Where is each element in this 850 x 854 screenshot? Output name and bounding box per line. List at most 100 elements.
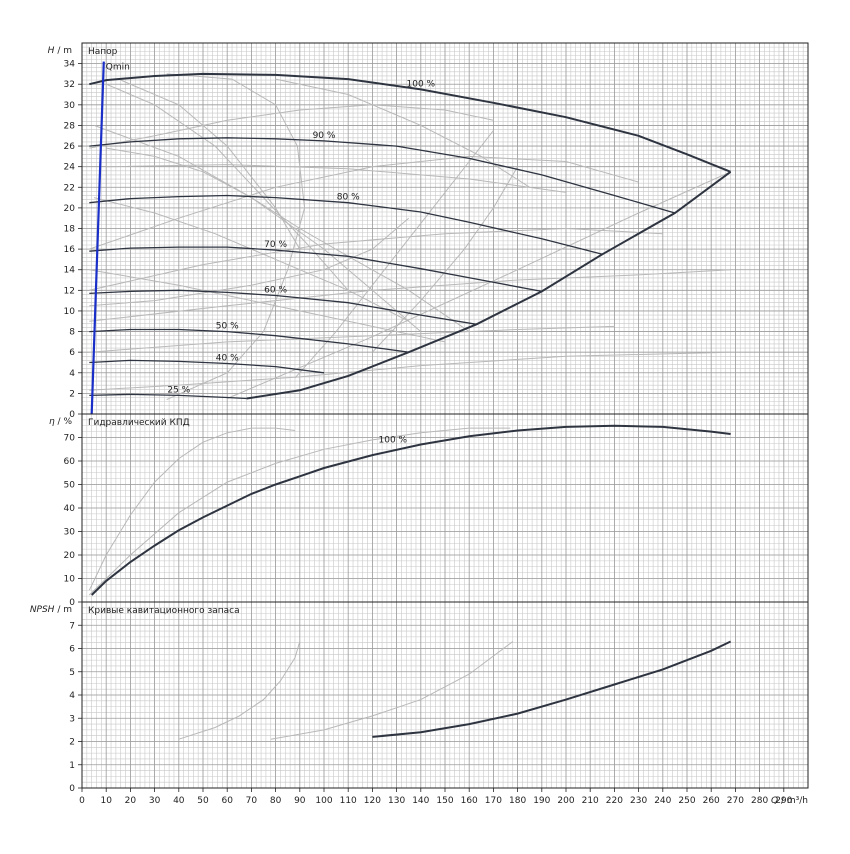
y-tick-label: 6 [69, 348, 75, 358]
speed-curve [89, 137, 676, 214]
x-tick-label: 140 [412, 796, 429, 806]
x-tick-label: 230 [630, 796, 647, 806]
faint-curve [88, 427, 511, 596]
speed-curve [89, 289, 477, 325]
x-tick-label: 80 [270, 796, 282, 806]
faint-curve [178, 641, 301, 740]
x-axis-separator: / [778, 796, 787, 806]
head-curves [89, 61, 732, 414]
y-tick-label: 2 [69, 389, 75, 399]
speed-curve [89, 72, 731, 173]
y-tick-label: 70 [64, 434, 76, 444]
x-axis-label: Q / m³/h [771, 796, 808, 806]
y-axis-separator: / [55, 417, 64, 427]
y-tick-label: 40 [64, 504, 76, 514]
x-tick-label: 150 [436, 796, 453, 806]
x-tick-label: 90 [294, 796, 306, 806]
x-tick-label: 130 [388, 796, 405, 806]
speed-curve-label: 50 % [216, 322, 239, 332]
iso-curve [106, 147, 470, 333]
speed-curve [89, 246, 542, 293]
y-axis-symbol: H [48, 46, 55, 56]
npsh-curves [178, 640, 732, 740]
y-axis-unit: m [63, 46, 72, 56]
y-tick-label: 0 [69, 410, 75, 420]
iso-curve [89, 269, 446, 343]
speed-curve-label: 70 % [264, 240, 287, 250]
y-tick-label: 20 [64, 204, 76, 214]
iso-curve [294, 130, 494, 379]
y-tick-label: 5 [69, 668, 75, 678]
y-tick-label: 34 [64, 60, 76, 70]
x-tick-label: 250 [678, 796, 695, 806]
y-tick-label: 0 [69, 598, 75, 608]
x-tick-label: 160 [461, 796, 478, 806]
speed-curve-label: 40 % [216, 354, 239, 364]
y-axis-separator: / [54, 605, 63, 615]
speed-curve [89, 194, 603, 255]
y-tick-label: 22 [64, 183, 75, 193]
qmin-label: Qmin [106, 63, 130, 73]
y-tick-label: 18 [64, 225, 76, 235]
boundary-curve [246, 170, 732, 400]
npsh-curve [372, 640, 732, 738]
x-tick-label: 50 [197, 796, 209, 806]
x-tick-label: 40 [173, 796, 185, 806]
x-tick-label: 290 [775, 796, 792, 806]
iso-curve [89, 217, 410, 307]
curve-layer [88, 61, 732, 740]
y-tick-label: 32 [64, 80, 75, 90]
y-tick-label: 28 [64, 121, 76, 131]
y-tick-label: 7 [69, 621, 75, 631]
y-tick-label: 6 [69, 645, 75, 655]
y-tick-label: 4 [69, 369, 75, 379]
iso-curve [89, 325, 615, 353]
iso-curve [93, 197, 409, 322]
y-tick-label: 1 [69, 761, 75, 771]
speed-curve-label: 80 % [337, 193, 360, 203]
x-tick-label: 70 [246, 796, 258, 806]
iso-curve [118, 78, 301, 250]
x-tick-label: 120 [364, 796, 381, 806]
x-tick-label: 220 [606, 796, 623, 806]
y-tick-label: 24 [64, 163, 76, 173]
y-tick-label: 16 [64, 245, 76, 255]
x-axis-symbol: Q [771, 796, 778, 806]
y-axis-unit: % [63, 417, 72, 427]
efficiency-panel-title: Гидравлический КПД [88, 418, 190, 428]
iso-curve [166, 73, 306, 401]
y-axis-symbol: η [49, 417, 55, 427]
npsh-y-axis-label: NPSH / m [30, 605, 72, 615]
iso-curve [227, 171, 731, 399]
iso-curve [89, 269, 731, 322]
iso-curve [89, 104, 494, 149]
y-tick-label: 20 [64, 551, 76, 561]
x-tick-label: 180 [509, 796, 526, 806]
frame-layer [78, 42, 809, 792]
x-tick-label: 0 [79, 796, 85, 806]
speed-curve-label: 90 % [313, 131, 336, 141]
x-tick-label: 240 [654, 796, 671, 806]
y-tick-label: 3 [69, 714, 75, 724]
faint-curve [270, 641, 514, 740]
y-tick-label: 10 [64, 575, 76, 585]
x-tick-label: 100 [315, 796, 332, 806]
head-panel-title: Напор [88, 47, 118, 57]
iso-curve [106, 164, 567, 193]
x-tick-label: 30 [149, 796, 161, 806]
y-axis-symbol: NPSH [30, 605, 55, 615]
x-tick-label: 20 [125, 796, 137, 806]
iso-curve [106, 83, 349, 291]
head-y-axis-label: H / m [48, 46, 72, 56]
y-tick-label: 8 [69, 328, 75, 338]
y-axis-separator: / [54, 46, 63, 56]
y-tick-label: 12 [64, 286, 75, 296]
x-tick-label: 170 [485, 796, 502, 806]
x-tick-label: 200 [557, 796, 574, 806]
faint-curve [88, 427, 296, 591]
y-tick-label: 26 [64, 142, 76, 152]
npsh-panel-title: Кривые кавитационного запаса [88, 606, 240, 616]
